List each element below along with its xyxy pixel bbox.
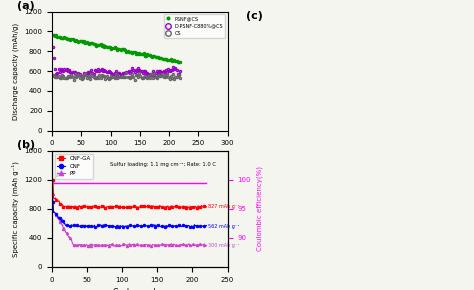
CNF-GA	[132, 205, 138, 209]
Line: CNF-GA: CNF-GA	[52, 179, 208, 210]
CNF	[100, 226, 106, 229]
CNF	[50, 200, 55, 203]
X-axis label: Cycle number: Cycle number	[113, 288, 166, 290]
CNF	[204, 224, 210, 227]
CNF-GA	[180, 205, 185, 209]
Legend: CNF-GA, CNF, PP: CNF-GA, CNF, PP	[55, 154, 93, 179]
Text: 562 mAh g⁻¹: 562 mAh g⁻¹	[208, 224, 239, 229]
CNF	[188, 225, 194, 229]
Text: 827 mAh g⁻¹: 827 mAh g⁻¹	[208, 204, 239, 209]
CNF	[181, 224, 186, 228]
PP	[185, 243, 191, 246]
Text: (c): (c)	[246, 11, 264, 21]
Y-axis label: Specific capacity (mAh g⁻¹): Specific capacity (mAh g⁻¹)	[11, 161, 19, 257]
Text: (b): (b)	[17, 140, 35, 151]
CNF-GA	[185, 205, 191, 209]
CNF	[185, 224, 191, 227]
Y-axis label: Discharge capacity (mAh/g): Discharge capacity (mAh/g)	[12, 23, 19, 119]
CNF	[95, 225, 100, 229]
Text: 300 mAh g⁻¹: 300 mAh g⁻¹	[208, 242, 239, 248]
CNF-GA	[188, 205, 194, 209]
CNF-GA	[204, 205, 210, 209]
PP	[181, 243, 186, 247]
CNF-GA	[92, 204, 98, 207]
PP	[188, 244, 194, 247]
CNF-GA	[183, 207, 189, 210]
PP	[50, 193, 55, 196]
CNF-GA	[95, 205, 100, 209]
PP	[96, 244, 101, 247]
PP	[133, 244, 138, 247]
X-axis label: Cycle number: Cycle number	[113, 152, 166, 161]
Y-axis label: Coulombic efficiency(%): Coulombic efficiency(%)	[256, 166, 263, 251]
Text: (a): (a)	[17, 1, 35, 11]
Line: CNF: CNF	[52, 200, 208, 229]
CNF-GA	[50, 178, 55, 182]
CNF	[92, 225, 98, 228]
PP	[204, 244, 210, 248]
PP	[93, 243, 99, 247]
CNF	[133, 225, 138, 228]
Text: Sulfur loading: 1.1 mg cm⁻²; Rate: 1.0 C: Sulfur loading: 1.1 mg cm⁻²; Rate: 1.0 C	[110, 162, 216, 167]
Legend: PSNF@CS, D-PSNF-C880%@CS, CS: PSNF@CS, D-PSNF-C880%@CS, CS	[164, 14, 225, 38]
PP	[89, 244, 94, 248]
Line: PP: PP	[52, 193, 208, 247]
